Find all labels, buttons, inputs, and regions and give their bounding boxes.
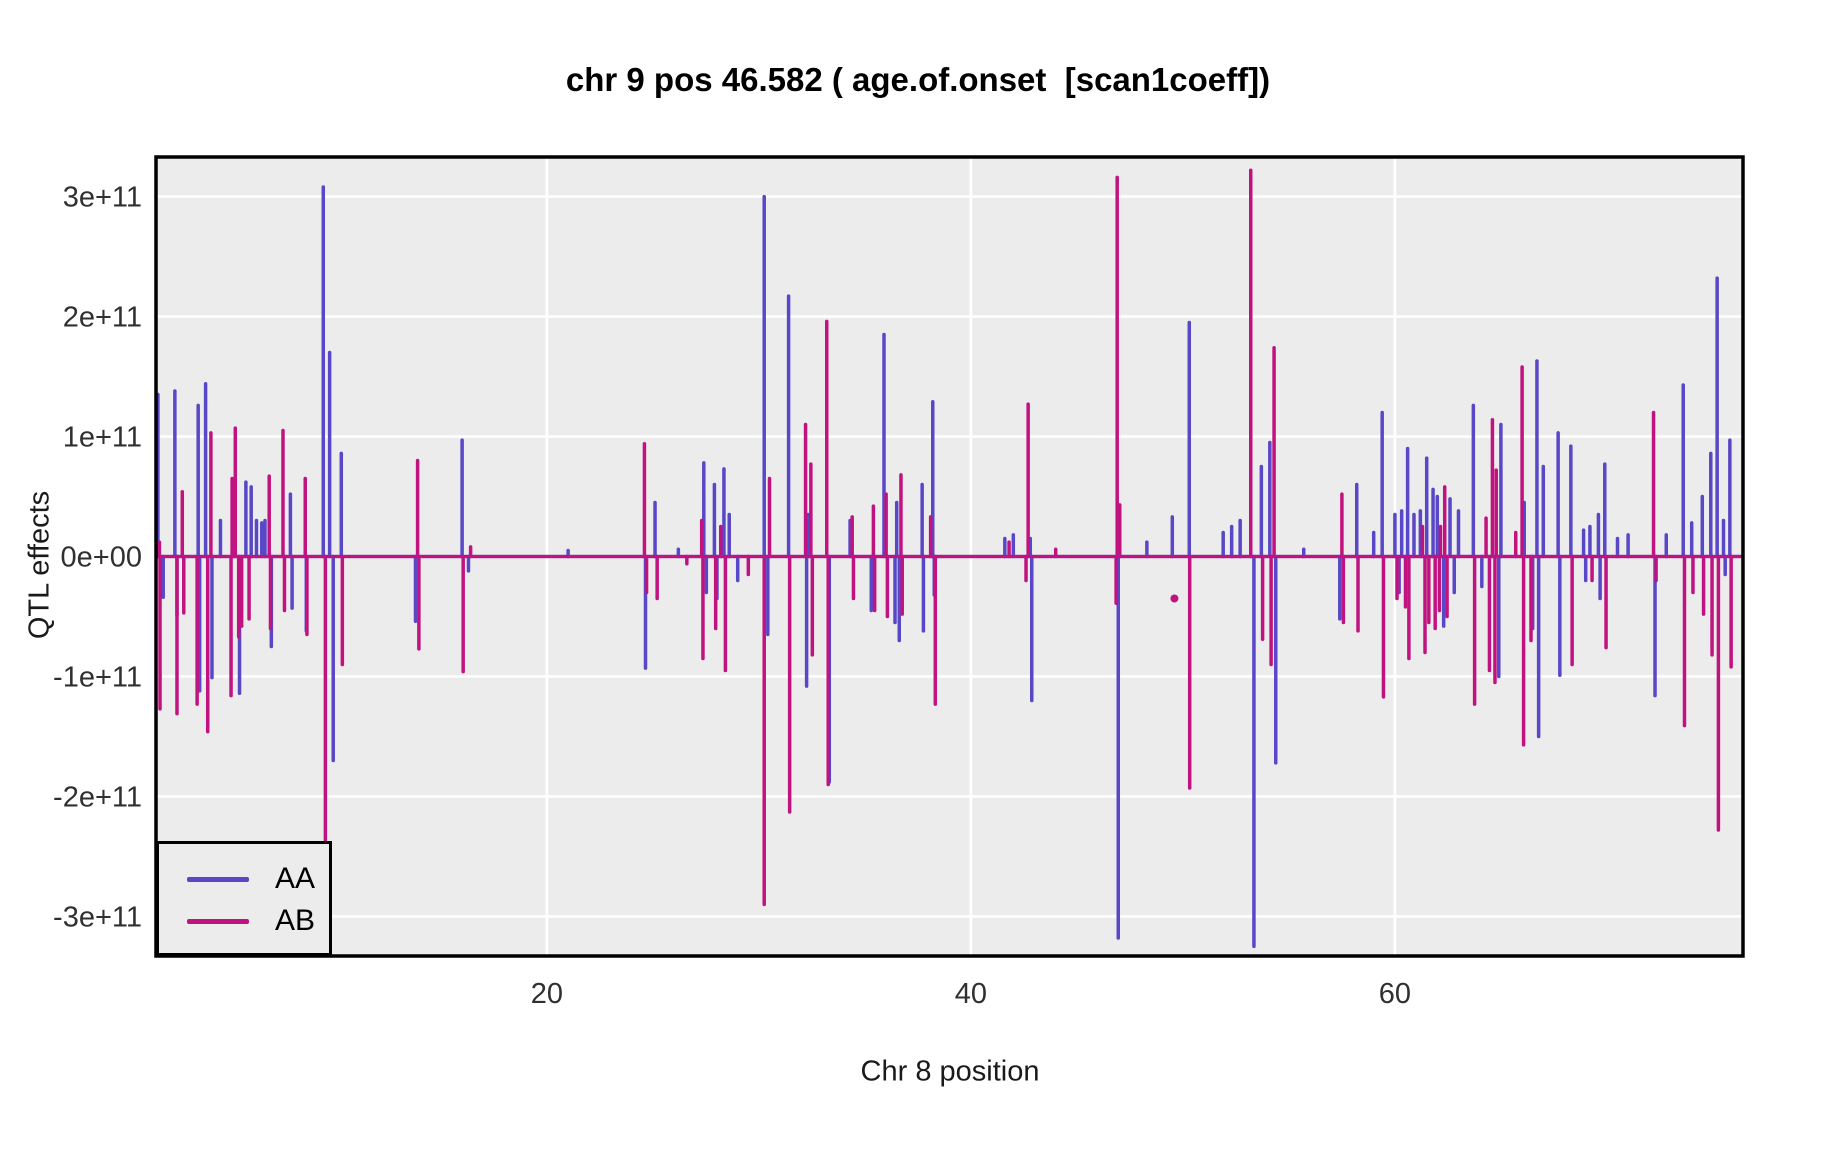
- y-axis-title: QTL effects: [23, 490, 56, 640]
- ab-line-swatch: [187, 918, 249, 924]
- y-tick-label: 3e+11: [63, 182, 142, 214]
- x-axis-title: Chr 8 position: [860, 1055, 1040, 1088]
- y-tick-label: 2e+11: [63, 302, 142, 334]
- y-tick-label: -3e+11: [53, 901, 142, 933]
- point-ab: [1170, 594, 1179, 603]
- panel-border: [154, 155, 1745, 958]
- legend: AA AB: [156, 841, 332, 956]
- legend-label-ab: AB: [275, 904, 316, 937]
- x-tick-label: 40: [955, 978, 987, 1010]
- aa-line-swatch: [187, 876, 249, 882]
- y-tick-label: 1e+11: [63, 422, 142, 454]
- x-tick-label: 60: [1379, 978, 1411, 1010]
- x-tick-label: 20: [531, 978, 563, 1010]
- chart-title: chr 9 pos 46.582 ( age.of.onset [scan1co…: [565, 61, 1271, 98]
- series-ab: [157, 168, 1733, 907]
- x-axis-tick-labels: 20 40 60: [531, 978, 1411, 1010]
- legend-entry-ab: AB: [159, 900, 329, 942]
- y-axis-tick-labels: 3e+11 2e+11 1e+11 0e+00 -1e+11 -2e+11 -3e+11: [53, 182, 142, 934]
- legend-label-aa: AA: [275, 862, 316, 895]
- legend-entry-aa: AA: [159, 858, 329, 900]
- y-tick-label: -1e+11: [53, 661, 142, 693]
- y-tick-label: 0e+00: [61, 542, 142, 574]
- series-lines: [156, 168, 1743, 949]
- y-tick-label: -2e+11: [53, 781, 142, 813]
